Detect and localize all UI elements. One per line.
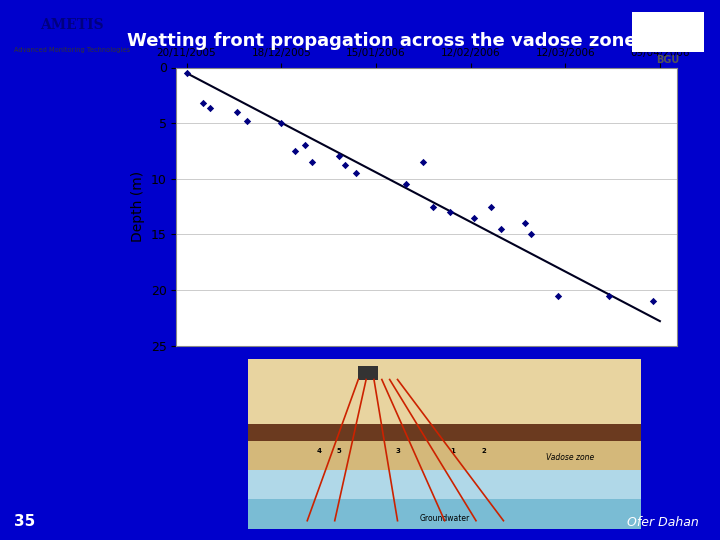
Point: [204, 103, 216, 112]
Bar: [359, 366, 378, 380]
Text: 35: 35: [14, 514, 36, 529]
Bar: [248, 359, 641, 470]
Point: [418, 158, 429, 166]
Point: [306, 158, 318, 166]
Point: [485, 202, 497, 211]
Text: BGU: BGU: [656, 55, 680, 65]
Bar: [248, 441, 641, 470]
Text: 5: 5: [336, 448, 341, 454]
FancyBboxPatch shape: [632, 11, 703, 52]
Bar: [248, 424, 641, 441]
Point: [232, 107, 243, 116]
Text: 4: 4: [317, 448, 322, 454]
Text: AMETIS: AMETIS: [40, 18, 104, 32]
Text: Advanced Monitoring Technologies: Advanced Monitoring Technologies: [14, 47, 130, 53]
Point: [181, 69, 192, 77]
Point: [400, 180, 412, 188]
Point: [333, 152, 344, 161]
Y-axis label: Depth (m): Depth (m): [131, 171, 145, 242]
Text: Vadose zone: Vadose zone: [546, 453, 594, 462]
Text: 1: 1: [450, 448, 455, 454]
Point: [444, 208, 456, 217]
Point: [468, 213, 480, 222]
Text: Ofer Dahan: Ofer Dahan: [626, 516, 698, 529]
Text: Groundwater: Groundwater: [420, 515, 469, 523]
Point: [198, 99, 210, 107]
Point: [495, 225, 507, 233]
Point: [340, 161, 351, 170]
Point: [647, 297, 659, 306]
Text: 3: 3: [395, 448, 400, 454]
Point: [428, 202, 439, 211]
Bar: [248, 470, 641, 498]
Point: [350, 169, 361, 178]
Point: [603, 291, 615, 300]
Point: [242, 117, 253, 125]
Point: [289, 146, 300, 156]
Point: [276, 119, 287, 127]
Text: 2: 2: [482, 448, 486, 454]
Point: [526, 230, 537, 239]
Point: [299, 141, 310, 150]
Text: Wetting front propagation across the vadose zone: Wetting front propagation across the vad…: [127, 31, 636, 50]
Point: [519, 219, 531, 227]
Bar: [248, 498, 641, 529]
Point: [553, 291, 564, 300]
